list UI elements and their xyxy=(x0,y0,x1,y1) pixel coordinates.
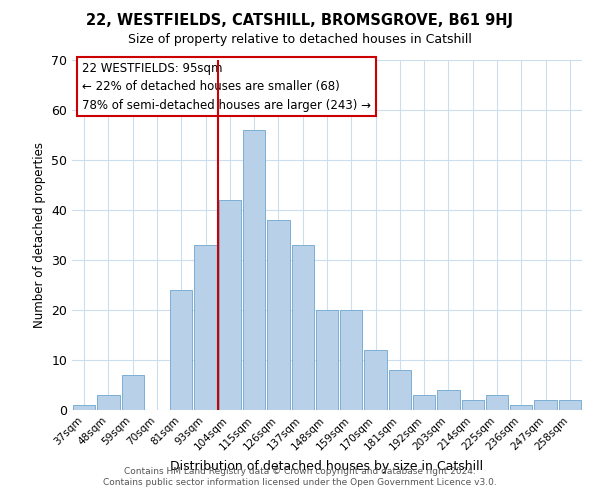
Y-axis label: Number of detached properties: Number of detached properties xyxy=(32,142,46,328)
Bar xyxy=(413,395,436,410)
Text: Contains HM Land Registry data © Crown copyright and database right 2024.: Contains HM Land Registry data © Crown c… xyxy=(124,467,476,476)
Text: Contains public sector information licensed under the Open Government Licence v3: Contains public sector information licen… xyxy=(103,478,497,487)
Text: 22, WESTFIELDS, CATSHILL, BROMSGROVE, B61 9HJ: 22, WESTFIELDS, CATSHILL, BROMSGROVE, B6… xyxy=(86,12,514,28)
Bar xyxy=(437,390,460,410)
Bar xyxy=(559,400,581,410)
X-axis label: Distribution of detached houses by size in Catshill: Distribution of detached houses by size … xyxy=(170,460,484,473)
Text: 22 WESTFIELDS: 95sqm
← 22% of detached houses are smaller (68)
78% of semi-detac: 22 WESTFIELDS: 95sqm ← 22% of detached h… xyxy=(82,62,371,112)
Bar xyxy=(316,310,338,410)
Bar xyxy=(218,200,241,410)
Bar xyxy=(389,370,411,410)
Bar xyxy=(510,405,532,410)
Bar xyxy=(461,400,484,410)
Bar xyxy=(73,405,95,410)
Bar xyxy=(97,395,119,410)
Bar xyxy=(364,350,387,410)
Bar xyxy=(194,245,217,410)
Bar xyxy=(486,395,508,410)
Bar xyxy=(243,130,265,410)
Bar xyxy=(122,375,144,410)
Bar xyxy=(340,310,362,410)
Bar xyxy=(170,290,193,410)
Bar xyxy=(292,245,314,410)
Text: Size of property relative to detached houses in Catshill: Size of property relative to detached ho… xyxy=(128,32,472,46)
Bar xyxy=(535,400,557,410)
Bar xyxy=(267,220,290,410)
